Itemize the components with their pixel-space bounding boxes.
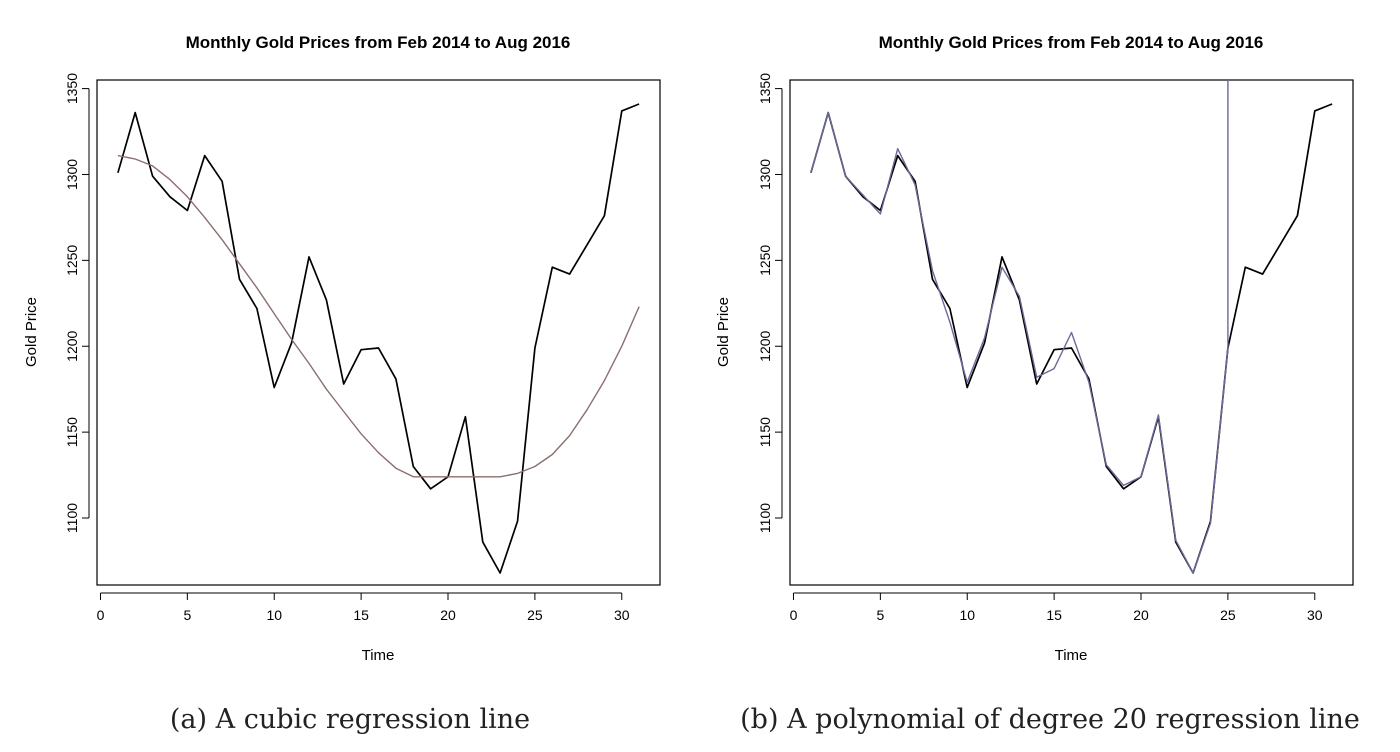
x-axis-label: Time: [362, 647, 395, 664]
x-tick-label: 30: [1307, 607, 1323, 623]
caption-text: A polynomial of degree 20 regression lin…: [787, 704, 1360, 735]
figure-a: Monthly Gold Prices from Feb 2014 to Aug…: [0, 33, 700, 740]
chart-title: Monthly Gold Prices from Feb 2014 to Aug…: [879, 33, 1264, 52]
x-tick-label: 20: [440, 607, 456, 623]
x-tick-label: 20: [1133, 607, 1149, 623]
y-axis-label: Gold Price: [715, 297, 732, 367]
chart-b: Monthly Gold Prices from Feb 2014 to Aug…: [715, 33, 1354, 664]
series: [810, 80, 1333, 574]
y-tick-label: 1250: [757, 245, 773, 276]
x-tick-label: 10: [266, 607, 282, 623]
x-tick-label: 15: [1046, 607, 1062, 623]
figure-b: Monthly Gold Prices from Feb 2014 to Aug…: [700, 0, 1400, 752]
x-tick-label: 15: [353, 607, 369, 623]
price-series-line: [117, 103, 640, 574]
x-axis-label: Time: [1055, 647, 1088, 664]
y-tick-label: 1150: [64, 417, 80, 447]
x-tick-label: 5: [183, 607, 191, 623]
x-tick-label: 30: [614, 607, 630, 623]
y-axis-label: Gold Price: [23, 297, 40, 367]
caption-a: (a) A cubic regression line: [0, 700, 700, 740]
plot-frame: [789, 79, 1354, 586]
axes: 0 5 10 15 20 25 30 1100 1150 1200 1250 1300 1350: [757, 73, 1323, 623]
y-tick-label: 1100: [757, 503, 773, 533]
x-tick-label: 25: [1220, 607, 1236, 623]
x-tick-label: 0: [790, 607, 798, 623]
price-series-line: [810, 103, 1333, 574]
y-tick-label: 1200: [757, 330, 773, 361]
x-tick-label: 0: [97, 607, 105, 623]
caption-text: A cubic regression line: [215, 704, 531, 735]
axes: 0 5 10 15 20 25 30 1100 1150 1200 1250 1300 1350: [64, 73, 630, 623]
x-tick-label: 10: [959, 607, 975, 623]
y-tick-label: 1300: [757, 159, 773, 190]
y-tick-label: 1350: [757, 73, 773, 104]
regression-line: [810, 80, 1229, 574]
y-tick-label: 1200: [64, 330, 80, 361]
caption-b: (b) A polynomial of degree 20 regression…: [700, 700, 1400, 740]
series: [117, 103, 640, 574]
chart-a: Monthly Gold Prices from Feb 2014 to Aug…: [23, 33, 661, 664]
regression-line: [117, 154, 640, 478]
x-tick-label: 5: [876, 607, 884, 623]
caption-tag: (b): [740, 704, 779, 735]
y-tick-label: 1150: [757, 417, 773, 447]
chart-title: Monthly Gold Prices from Feb 2014 to Aug…: [186, 33, 571, 52]
y-tick-label: 1300: [64, 159, 80, 190]
y-tick-label: 1350: [64, 73, 80, 104]
caption-tag: (a): [169, 704, 208, 735]
y-tick-label: 1250: [64, 245, 80, 276]
y-tick-label: 1100: [64, 503, 80, 533]
plot-frame: [96, 79, 661, 586]
x-tick-label: 25: [527, 607, 543, 623]
